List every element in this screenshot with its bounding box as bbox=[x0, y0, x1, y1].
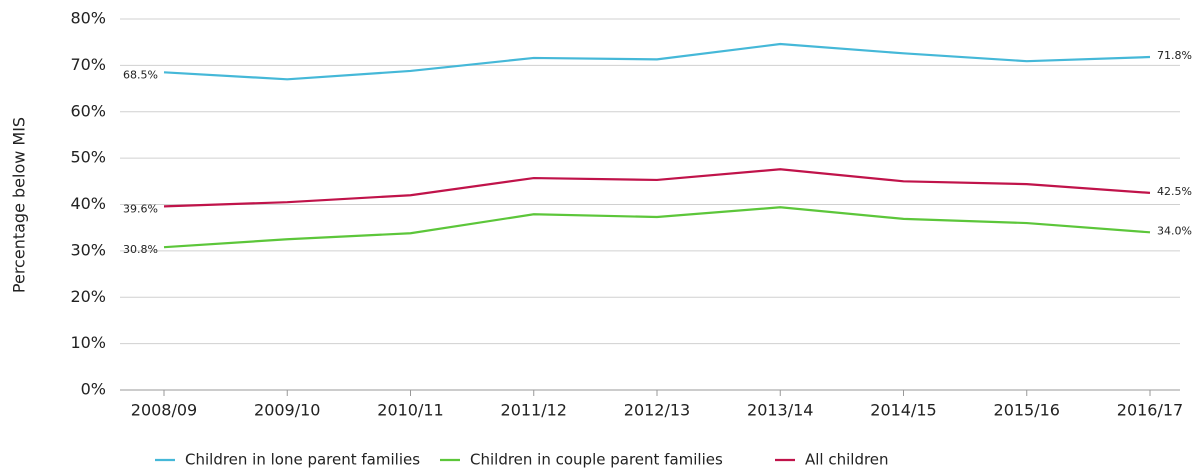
x-tick-label: 2009/10 bbox=[254, 401, 320, 420]
y-tick-label: 60% bbox=[70, 101, 106, 120]
y-tick-label: 50% bbox=[70, 148, 106, 167]
legend-label: Children in lone parent families bbox=[185, 451, 420, 469]
value-label: 34.0% bbox=[1157, 224, 1192, 237]
y-tick-label: 40% bbox=[70, 194, 106, 213]
value-label: 30.8% bbox=[123, 243, 158, 256]
x-tick-label: 2011/12 bbox=[501, 401, 567, 420]
y-tick-label: 70% bbox=[70, 55, 106, 74]
y-tick-label: 20% bbox=[70, 287, 106, 306]
x-tick-label: 2013/14 bbox=[747, 401, 813, 420]
x-tick-label: 2014/15 bbox=[870, 401, 936, 420]
y-tick-label: 80% bbox=[70, 9, 106, 28]
legend-label: Children in couple parent families bbox=[470, 451, 723, 469]
line bbox=[163, 206, 1151, 249]
x-tick-label: 2010/11 bbox=[377, 401, 443, 420]
x-tick-label: 2015/16 bbox=[994, 401, 1060, 420]
value-label: 68.5% bbox=[123, 68, 158, 81]
x-tick-label: 2012/13 bbox=[624, 401, 690, 420]
value-label: 39.6% bbox=[123, 202, 158, 215]
y-tick-label: 0% bbox=[81, 380, 106, 399]
x-tick-label: 2008/09 bbox=[131, 401, 197, 420]
line bbox=[163, 42, 1151, 81]
y-tick-label: 30% bbox=[70, 240, 106, 259]
value-label: 42.5% bbox=[1157, 185, 1192, 198]
value-label: 71.8% bbox=[1157, 49, 1192, 62]
line bbox=[163, 168, 1151, 208]
legend-label: All children bbox=[805, 451, 889, 469]
y-tick-label: 10% bbox=[70, 333, 106, 352]
x-tick-label: 2016/17 bbox=[1117, 401, 1183, 420]
y-axis-label: Percentage below MIS bbox=[10, 117, 29, 293]
